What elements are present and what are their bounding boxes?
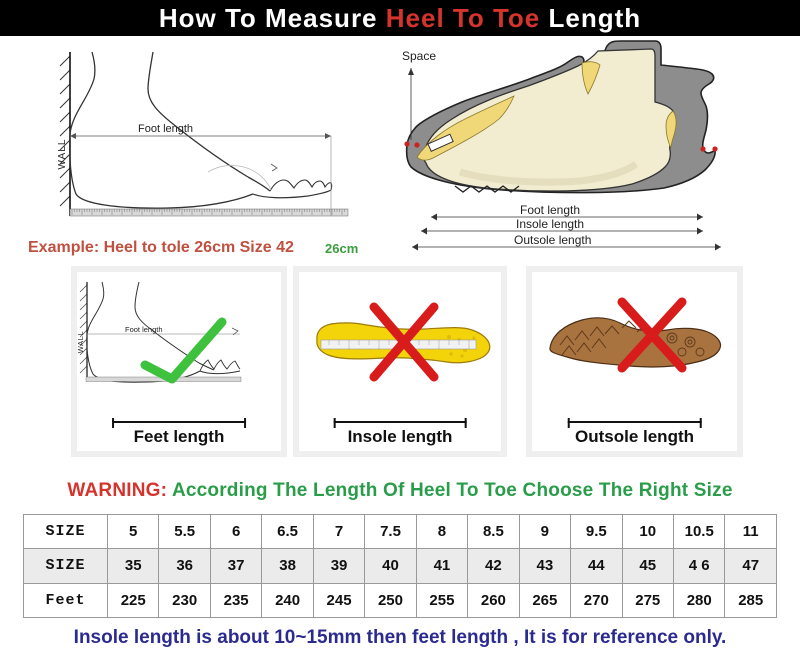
svg-text:WALL: WALL [77, 331, 85, 354]
svg-text:WALL: WALL [58, 139, 68, 170]
svg-text:Foot length: Foot length [138, 123, 193, 135]
svg-text:Outsole length: Outsole length [514, 233, 591, 247]
svg-text:Foot length: Foot length [520, 203, 580, 217]
svg-text:Foot length: Foot length [125, 325, 163, 334]
svg-text:Space: Space [402, 49, 436, 63]
svg-text:Insole length: Insole length [516, 217, 584, 231]
